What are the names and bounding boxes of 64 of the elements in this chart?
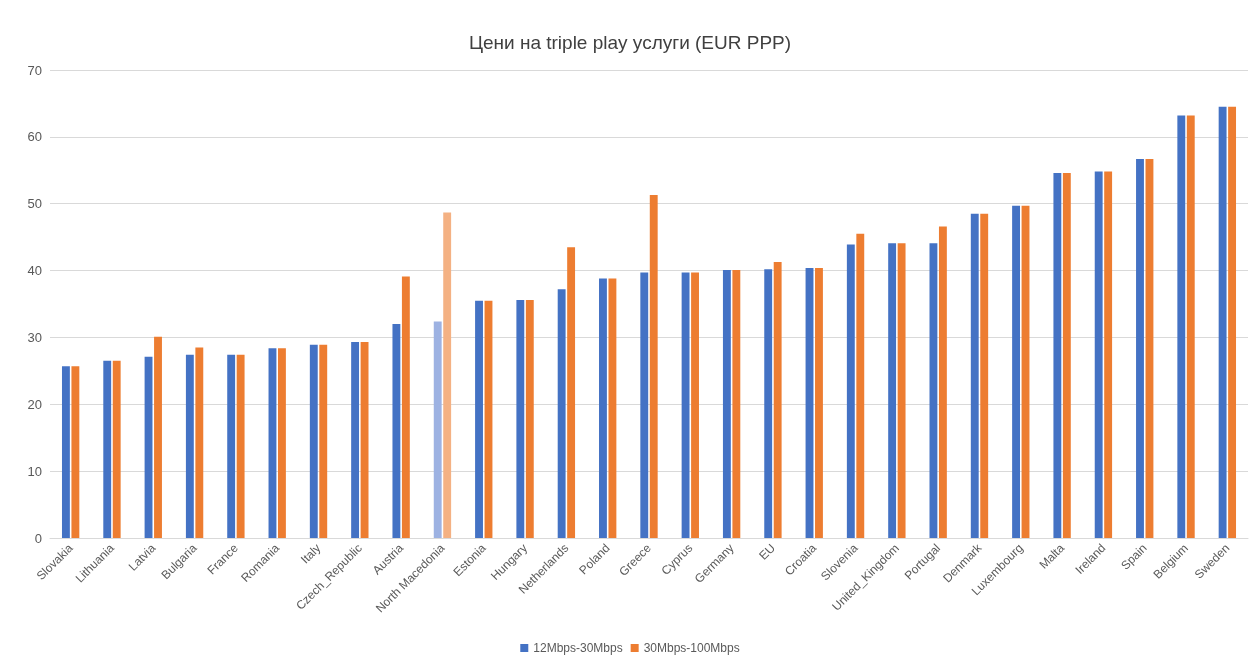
bar (185, 354, 194, 538)
bar (1177, 115, 1186, 538)
bar (1012, 205, 1020, 538)
y-tick-label: 40 (27, 263, 42, 279)
bar (815, 267, 823, 538)
bar (1062, 172, 1071, 538)
y-tick-label: 0 (34, 530, 42, 546)
bar (351, 342, 360, 538)
y-tick-label: 10 (27, 463, 42, 479)
bar (1104, 171, 1113, 538)
bar (401, 276, 410, 538)
bar (309, 344, 318, 538)
y-tick-label: 50 (27, 196, 42, 212)
bar (71, 366, 80, 538)
bar (856, 233, 865, 538)
bar (154, 336, 162, 538)
bar (732, 269, 741, 538)
bar (392, 324, 401, 538)
bar (897, 243, 906, 538)
y-tick-label: 60 (27, 129, 42, 145)
bar (649, 195, 658, 538)
bar (1186, 115, 1195, 538)
bar (557, 289, 566, 538)
bar (278, 348, 286, 538)
bar (112, 360, 121, 538)
bar (888, 243, 897, 538)
bar (846, 244, 855, 538)
bar (443, 212, 452, 538)
bar (640, 272, 649, 538)
bar (1094, 171, 1103, 538)
bar (227, 354, 236, 538)
bar (360, 342, 369, 538)
bar (236, 354, 245, 538)
bar (764, 269, 773, 538)
bar (516, 299, 525, 538)
bar (681, 272, 690, 538)
bar (567, 247, 576, 538)
bar (970, 213, 979, 538)
bar (773, 261, 782, 538)
bar (1218, 106, 1227, 538)
bar (1228, 106, 1237, 538)
bar (475, 300, 483, 538)
bar (1053, 172, 1062, 538)
x-tick-label: EU (756, 541, 778, 563)
bar (980, 213, 989, 538)
bar (433, 321, 442, 538)
bar (691, 272, 699, 538)
bar (61, 366, 70, 538)
bar (608, 278, 617, 538)
y-tick-label: 20 (27, 396, 42, 412)
bar (1136, 158, 1144, 538)
bar (938, 226, 947, 538)
bar (722, 269, 731, 538)
bar (103, 360, 112, 538)
bar (319, 344, 328, 538)
y-tick-label: 70 (27, 62, 42, 78)
legend-label: 30Mbps-100Mbps (643, 641, 740, 655)
bar (195, 347, 204, 538)
chart-title: Цени на triple play услуги (EUR PPP) (468, 32, 792, 53)
y-tick-label: 30 (27, 329, 42, 345)
legend-label: 12Mbps-30Mbps (533, 641, 623, 655)
bar (525, 299, 534, 538)
bar (929, 243, 938, 538)
bar (599, 278, 607, 538)
